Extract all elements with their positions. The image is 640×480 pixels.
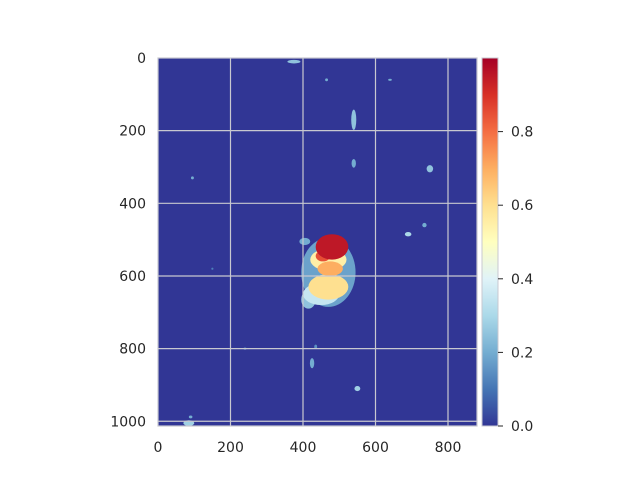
colorbar-tick-label: 0.4 — [511, 272, 533, 288]
heatmap-hotspot — [388, 78, 392, 81]
x-tick-label: 200 — [217, 440, 244, 456]
heatmap-hotspot — [315, 234, 349, 260]
y-tick-label: 1000 — [110, 414, 146, 430]
colorbar-tick-label: 0.8 — [511, 125, 533, 141]
colorbar-gradient — [482, 58, 498, 426]
y-tick-label: 400 — [119, 196, 146, 212]
colorbar-tick-label: 0.2 — [511, 345, 533, 361]
heatmap-hotspot — [426, 165, 434, 173]
heatmap-hotspot — [404, 232, 412, 237]
colorbar: 0.0 0.2 0.4 0.6 0.8 — [481, 57, 533, 435]
heatmap-hotspot — [314, 344, 318, 349]
x-tick-label: 600 — [362, 440, 389, 456]
y-tick-label: 600 — [119, 269, 146, 285]
colorbar-tick-label: 0.0 — [511, 419, 533, 435]
y-tick-label: 200 — [119, 124, 146, 140]
colorbar-tick-label: 0.6 — [511, 198, 533, 214]
x-tick-label: 800 — [435, 440, 462, 456]
grid — [158, 58, 477, 426]
x-tick-label: 400 — [290, 440, 317, 456]
y-tick-label: 800 — [119, 342, 146, 358]
heatmap-hotspot — [325, 78, 329, 82]
y-tick-label: 0 — [137, 51, 146, 67]
heatmap-hotspot — [299, 237, 311, 246]
heatmap-hotspot — [287, 59, 301, 64]
heatmap-hotspot — [211, 267, 214, 270]
plot-area — [158, 58, 477, 426]
heatmap-hotspot — [351, 158, 356, 168]
colorbar-frame — [481, 57, 499, 427]
heatmap-hotspot — [190, 176, 194, 180]
heatmap-hotspot — [422, 222, 427, 228]
heatmap-hotspot — [354, 386, 361, 392]
heatmap-hotspot — [308, 274, 349, 300]
axes-frame — [157, 57, 478, 427]
heatmap-hotspot — [188, 415, 193, 419]
x-tick-label: 0 — [154, 440, 163, 456]
heatmap-hotspot — [309, 358, 315, 369]
heatmap-hotspot — [351, 109, 357, 130]
heatmap-hotspot — [317, 261, 343, 276]
axes: 0 200 400 600 800 0 200 400 600 800 1000 — [110, 51, 478, 456]
